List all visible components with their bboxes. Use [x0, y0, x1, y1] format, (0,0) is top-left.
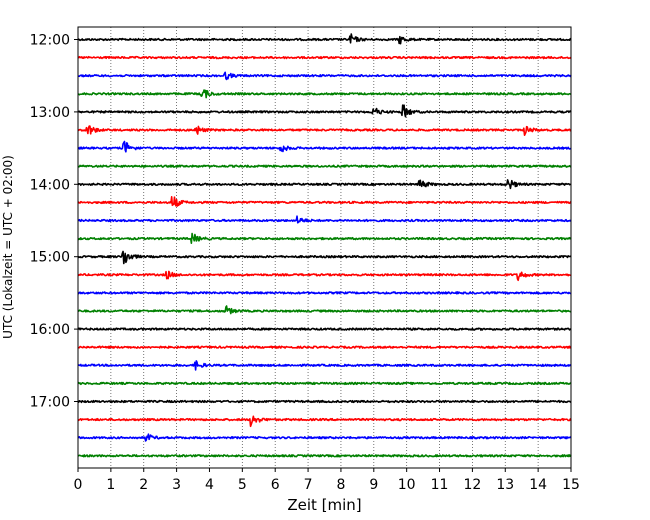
trace-1215 — [77, 55, 572, 60]
y-tick-label: 14:00 — [30, 177, 70, 193]
x-tick-label: 8 — [336, 477, 345, 493]
x-tick-label: 14 — [529, 477, 547, 493]
trace-1200 — [77, 33, 572, 45]
trace-1600 — [77, 327, 572, 331]
y-tick-label: 15:00 — [30, 250, 70, 266]
x-tick-label: 4 — [205, 477, 214, 493]
trace-1345 — [77, 164, 572, 168]
x-tick-label: 11 — [431, 477, 449, 493]
trace-1530 — [77, 291, 572, 295]
traces — [77, 33, 572, 458]
trace-1500 — [77, 250, 572, 265]
x-tick-label: 9 — [369, 477, 378, 493]
trace-1415 — [77, 196, 572, 207]
trace-1615 — [77, 345, 572, 349]
x-axis-ticks: 0 1 2 3 4 5 6 7 8 9 10 11 12 13 14 15 — [74, 468, 580, 493]
x-tick-label: 10 — [398, 477, 416, 493]
trace-1400 — [77, 179, 572, 190]
x-tick-label: 3 — [172, 477, 181, 493]
trace-1745 — [77, 454, 572, 458]
x-tick-label: 1 — [106, 477, 115, 493]
y-tick-label: 17:00 — [30, 395, 70, 411]
x-tick-label: 13 — [496, 477, 514, 493]
y-tick-label: 13:00 — [30, 105, 70, 121]
x-tick-label: 7 — [304, 477, 313, 493]
y-axis-label: UTC (Lokalzeit = UTC + 02:00) — [1, 155, 15, 339]
trace-1645 — [77, 381, 572, 386]
trace-1630 — [77, 360, 572, 371]
trace-1245 — [77, 89, 572, 99]
trace-1545 — [77, 305, 572, 315]
trace-1330 — [77, 140, 572, 153]
trace-1700 — [77, 399, 572, 404]
trace-1515 — [77, 270, 572, 282]
trace-1730 — [77, 433, 572, 442]
trace-1445 — [77, 232, 572, 245]
x-tick-label: 12 — [463, 477, 481, 493]
trace-1315 — [77, 125, 572, 137]
y-tick-label: 12:00 — [30, 33, 70, 49]
trace-1430 — [77, 215, 572, 224]
trace-1300 — [77, 104, 572, 118]
x-tick-label: 5 — [238, 477, 247, 493]
y-tick-label: 16:00 — [30, 322, 70, 338]
x-tick-label: 6 — [271, 477, 280, 493]
x-tick-label: 15 — [562, 477, 580, 493]
x-tick-label: 2 — [139, 477, 148, 493]
y-axis-ticks: 12:00 13:00 14:00 15:00 16:00 17:00 — [30, 33, 78, 411]
x-tick-label: 0 — [74, 477, 83, 493]
plot-frame — [77, 26, 572, 469]
trace-1230 — [77, 71, 572, 81]
trace-1715 — [77, 415, 572, 428]
x-axis-label: Zeit [min] — [287, 496, 361, 514]
